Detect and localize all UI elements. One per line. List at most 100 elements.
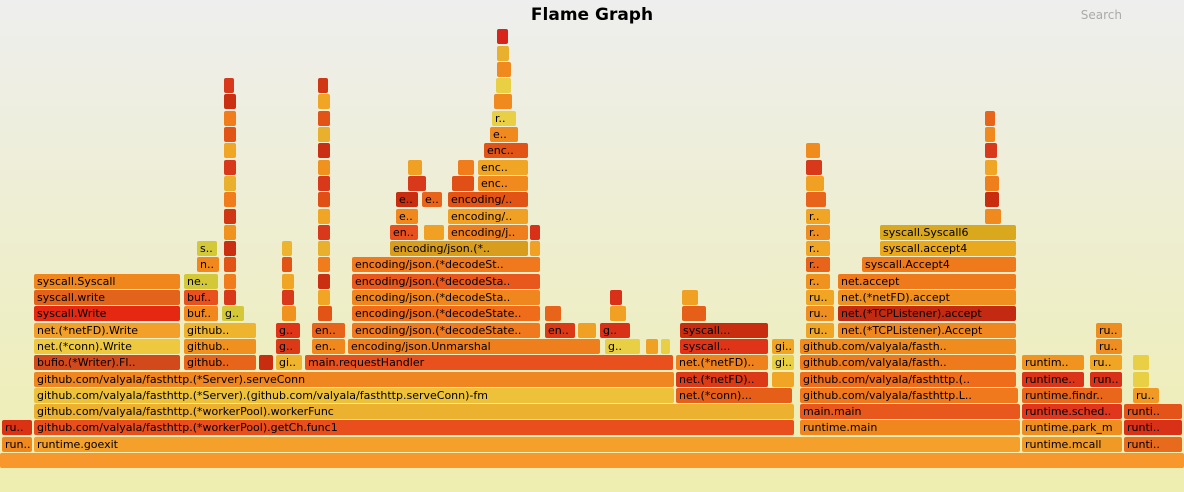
flame-frame[interactable]: g..	[276, 338, 300, 354]
flame-frame[interactable]: runtim..	[1022, 355, 1084, 371]
flame-frame[interactable]: enc..	[478, 175, 528, 191]
flame-frame[interactable]: ru..	[806, 306, 834, 322]
flame-frame[interactable]	[496, 78, 511, 94]
flame-frame[interactable]: bufio.(*Writer).Fl..	[34, 355, 180, 371]
flame-frame[interactable]	[318, 127, 330, 142]
flame-frame[interactable]: encoding/json.(*decodeSt..	[352, 257, 540, 273]
flame-frame[interactable]	[224, 159, 236, 175]
flame-frame[interactable]	[985, 192, 999, 208]
flame-frame[interactable]: encoding/j..	[448, 224, 528, 240]
flame-frame[interactable]: net.(*netFD).Write	[34, 322, 180, 338]
flame-frame[interactable]	[224, 224, 236, 240]
flame-frame[interactable]: syscall.Syscall6	[880, 224, 1016, 240]
flame-frame[interactable]	[224, 273, 236, 289]
flame-frame[interactable]	[610, 306, 626, 322]
flame-frame[interactable]: net.(*TCPListener).accept	[838, 306, 1016, 322]
flame-frame[interactable]: syscall.accept4	[880, 241, 1016, 257]
flame-frame[interactable]	[806, 143, 820, 159]
flame-frame[interactable]	[282, 257, 292, 273]
flame-frame[interactable]: net.(*conn).Write	[34, 338, 180, 354]
flame-frame[interactable]	[318, 159, 330, 175]
flame-frame[interactable]: net.accept	[838, 273, 1016, 289]
flame-frame[interactable]: encoding/json.Unmarshal	[348, 338, 600, 354]
flame-frame[interactable]: en..	[312, 338, 345, 354]
flame-frame[interactable]: github.com/valyala/fasthttp.(*workerPool…	[34, 404, 794, 420]
flame-frame[interactable]	[318, 143, 330, 159]
flame-frame[interactable]	[985, 143, 997, 159]
flame-frame[interactable]: encoding/json.(*decodeState..	[352, 322, 540, 338]
flame-frame[interactable]: gi..	[772, 338, 794, 354]
flame-frame[interactable]: github.com/valyala/fasth..	[800, 355, 1016, 371]
flame-frame[interactable]: encoding/json.(*decodeSta..	[352, 290, 540, 305]
flame-frame[interactable]: runti..	[1124, 420, 1182, 436]
flame-frame[interactable]	[224, 78, 234, 94]
flame-frame[interactable]: en..	[312, 322, 345, 338]
flame-frame[interactable]	[530, 224, 540, 240]
flame-frame[interactable]	[682, 306, 706, 322]
flame-frame[interactable]	[408, 175, 426, 191]
flame-frame[interactable]: run..	[2, 436, 32, 452]
flame-frame[interactable]	[806, 159, 822, 175]
flame-frame[interactable]: encoding/json.(*..	[390, 241, 528, 257]
flame-frame[interactable]: e..	[396, 208, 418, 224]
flame-frame[interactable]: net.(*netFD)..	[676, 371, 768, 387]
flame-frame[interactable]: ru..	[1090, 355, 1122, 371]
flame-frame[interactable]: enc..	[478, 159, 528, 175]
flame-frame[interactable]: syscall.Syscall	[34, 273, 180, 289]
flame-frame[interactable]: ru..	[2, 420, 32, 436]
flame-frame[interactable]: encoding/json.(*decodeState..	[352, 306, 540, 322]
flame-frame[interactable]	[408, 159, 422, 175]
flame-frame[interactable]	[318, 94, 330, 110]
flame-frame[interactable]: en..	[390, 224, 418, 240]
flame-frame[interactable]: e..	[490, 127, 518, 142]
flame-frame[interactable]: en..	[545, 322, 575, 338]
flame-frame[interactable]	[282, 241, 292, 257]
flame-frame[interactable]	[318, 224, 330, 240]
flame-frame[interactable]	[985, 175, 999, 191]
flame-frame[interactable]: g..	[605, 338, 640, 354]
flame-frame[interactable]: syscall.Accept4	[862, 257, 1016, 273]
flame-frame[interactable]	[985, 159, 997, 175]
flame-frame[interactable]: r..	[806, 257, 830, 273]
flame-frame[interactable]	[497, 45, 509, 61]
flame-frame[interactable]	[224, 143, 236, 159]
flame-frame[interactable]: e..	[396, 192, 418, 208]
flame-frame[interactable]: r..	[806, 208, 830, 224]
flame-frame[interactable]: runtime.goexit	[34, 436, 1020, 452]
flame-frame[interactable]: github.com/valyala/fasthttp.(*Server).(g…	[34, 387, 674, 403]
flame-frame[interactable]	[224, 241, 236, 257]
flame-frame[interactable]: s..	[197, 241, 217, 257]
flame-frame[interactable]	[985, 208, 1001, 224]
flame-frame[interactable]	[806, 175, 824, 191]
flame-frame[interactable]: net.(*conn)...	[676, 387, 792, 403]
flame-frame[interactable]	[1133, 371, 1149, 387]
flame-frame[interactable]: github.com/valyala/fasthttp.L..	[800, 387, 1018, 403]
flame-frame[interactable]: buf..	[184, 306, 218, 322]
flame-frame[interactable]: g..	[222, 306, 244, 322]
flame-frame[interactable]: r..	[806, 224, 830, 240]
flame-frame[interactable]	[0, 453, 1184, 468]
flame-frame[interactable]: runtime.sched..	[1022, 404, 1122, 420]
flame-frame[interactable]: run..	[1090, 371, 1122, 387]
flame-frame[interactable]	[224, 290, 236, 305]
flame-frame[interactable]: main.main	[800, 404, 1020, 420]
flame-frame[interactable]	[494, 94, 512, 110]
flame-frame[interactable]	[318, 78, 328, 94]
flame-frame[interactable]: encoding/json.(*decodeSta..	[352, 273, 540, 289]
flame-frame[interactable]	[224, 110, 236, 126]
flame-frame[interactable]: github.com/valyala/fasth..	[800, 338, 1016, 354]
flame-frame[interactable]	[424, 224, 444, 240]
flame-frame[interactable]	[318, 175, 330, 191]
flame-frame[interactable]	[1133, 355, 1149, 371]
flame-frame[interactable]: github..	[184, 322, 256, 338]
flame-frame[interactable]: net.(*TCPListener).Accept	[838, 322, 1016, 338]
search-button[interactable]: Search	[1080, 8, 1122, 22]
flame-frame[interactable]	[224, 175, 236, 191]
flame-frame[interactable]: buf..	[184, 290, 218, 305]
flame-frame[interactable]: encoding/..	[448, 192, 528, 208]
flame-frame[interactable]: n..	[197, 257, 219, 273]
flame-frame[interactable]: r..	[492, 110, 516, 126]
flame-frame[interactable]: gi..	[276, 355, 302, 371]
flame-frame[interactable]: ru..	[1096, 338, 1122, 354]
flame-frame[interactable]	[578, 322, 596, 338]
